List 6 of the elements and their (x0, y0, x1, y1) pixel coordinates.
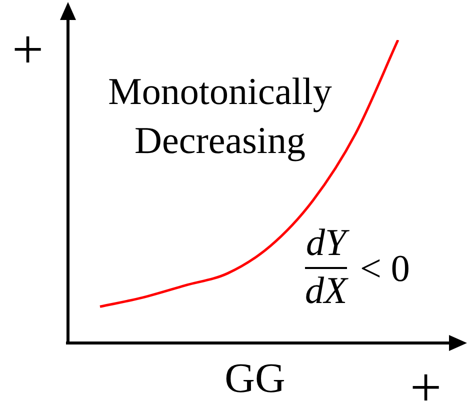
text: + (410, 357, 442, 409)
annotation: Monotonically Decreasing (107, 70, 333, 164)
annotation: < 0 (360, 248, 410, 290)
annotation: dX (305, 267, 348, 312)
text: + (12, 19, 44, 81)
x-axis-title: GG (224, 356, 286, 402)
